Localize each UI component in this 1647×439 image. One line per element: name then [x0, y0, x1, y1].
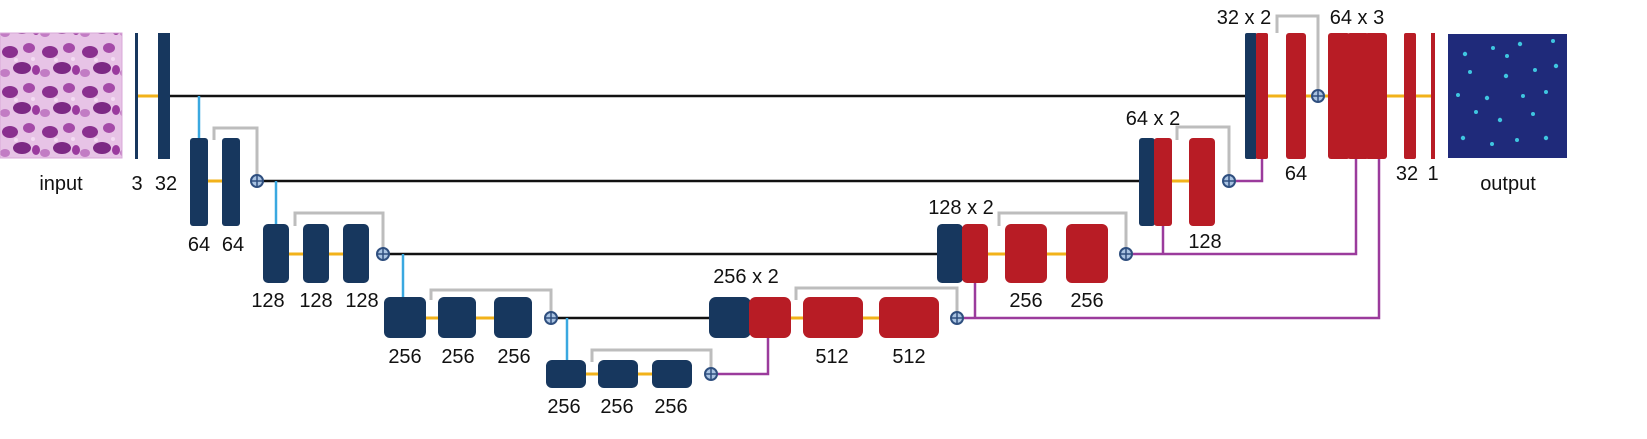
label-dec3-head: 256 x 2 — [713, 266, 779, 288]
enc1-block-a — [190, 138, 208, 226]
label-enc2c: 128 — [345, 290, 378, 312]
add-node-icon — [544, 311, 558, 325]
output-image — [1448, 34, 1567, 158]
add-node-icon — [376, 247, 390, 261]
dec2-block-a — [1005, 224, 1047, 283]
input-image — [0, 32, 123, 159]
enc3-block-a — [384, 297, 426, 338]
label-enc2b: 128 — [299, 290, 332, 312]
label-enc3a: 256 — [388, 346, 421, 368]
block-connectors — [138, 94, 1435, 376]
label-dec0-head: 32 x 2 — [1217, 7, 1271, 29]
label-dec2-head: 128 x 2 — [928, 197, 994, 219]
enc3-block-b — [438, 297, 476, 338]
dec1-block — [1189, 138, 1215, 226]
dec0-concat-dec — [1256, 33, 1268, 159]
encoder-blocks — [135, 33, 1257, 388]
dec1-concat-enc — [1139, 138, 1155, 226]
enc2-block-b — [303, 224, 329, 283]
bott-block-c — [652, 360, 692, 388]
dec0-concat-enc — [1245, 33, 1257, 159]
dec2-block-b — [1066, 224, 1108, 283]
label-bott-b: 256 — [600, 396, 633, 418]
enc2-block-c — [343, 224, 369, 283]
out-block-a — [1404, 33, 1416, 159]
output-label: output — [1480, 173, 1536, 195]
label-out-b: 1 — [1427, 163, 1438, 185]
label-dec3b: 512 — [892, 346, 925, 368]
label-bott-c: 256 — [654, 396, 687, 418]
label-bott-a: 256 — [547, 396, 580, 418]
out-block-b — [1431, 33, 1435, 159]
label-enc1b: 64 — [222, 234, 244, 256]
dec3-block-b — [879, 297, 939, 338]
final-concat-a — [1328, 33, 1350, 159]
label-enc3b: 256 — [441, 346, 474, 368]
dec2-concat-dec — [962, 224, 988, 283]
label-enc2a: 128 — [251, 290, 284, 312]
downsample-connectors — [197, 96, 569, 362]
label-enc3c: 256 — [497, 346, 530, 368]
label-dec3a: 512 — [815, 346, 848, 368]
dec3-block-a — [803, 297, 863, 338]
add-node-icon — [1119, 247, 1133, 261]
input-channel-bar — [135, 33, 138, 159]
upsample-connectors — [711, 158, 1381, 376]
add-node-icon — [1311, 89, 1325, 103]
label-enc0: 32 — [155, 173, 177, 195]
dec1-concat-dec — [1154, 138, 1172, 226]
add-node-icon — [1222, 174, 1236, 188]
label-final-head: 64 x 3 — [1330, 7, 1384, 29]
label-enc0-in: 3 — [131, 173, 142, 195]
enc3-block-c — [494, 297, 532, 338]
enc0-block — [158, 33, 170, 159]
bott-block-a — [546, 360, 586, 388]
label-dec1-head: 64 x 2 — [1126, 108, 1180, 130]
input-label: input — [39, 173, 83, 195]
enc2-block-a — [263, 224, 289, 283]
add-node-icon — [250, 174, 264, 188]
label-out-a: 32 — [1396, 163, 1418, 185]
label-dec2a: 256 — [1009, 290, 1042, 312]
add-nodes — [250, 89, 1325, 381]
final-concat-c — [1365, 33, 1387, 159]
add-node-icon — [704, 367, 718, 381]
final-concat-b — [1347, 33, 1369, 159]
decoder-blocks — [749, 33, 1435, 338]
label-dec1: 128 — [1188, 231, 1221, 253]
channel-labels: 3 32 64 64 128 128 128 256 256 256 256 2… — [131, 7, 1438, 418]
add-node-icon — [950, 311, 964, 325]
enc1-block-b — [222, 138, 240, 226]
dec0-block — [1286, 33, 1306, 159]
skip-lines — [168, 94, 1246, 320]
residual-brackets — [212, 14, 1320, 374]
label-enc1a: 64 — [188, 234, 210, 256]
dec2-concat-enc — [937, 224, 963, 283]
bott-block-b — [598, 360, 638, 388]
label-dec0: 64 — [1285, 163, 1307, 185]
label-dec2b: 256 — [1070, 290, 1103, 312]
dec3-concat-enc — [709, 297, 751, 338]
dec3-concat-dec — [749, 297, 791, 338]
